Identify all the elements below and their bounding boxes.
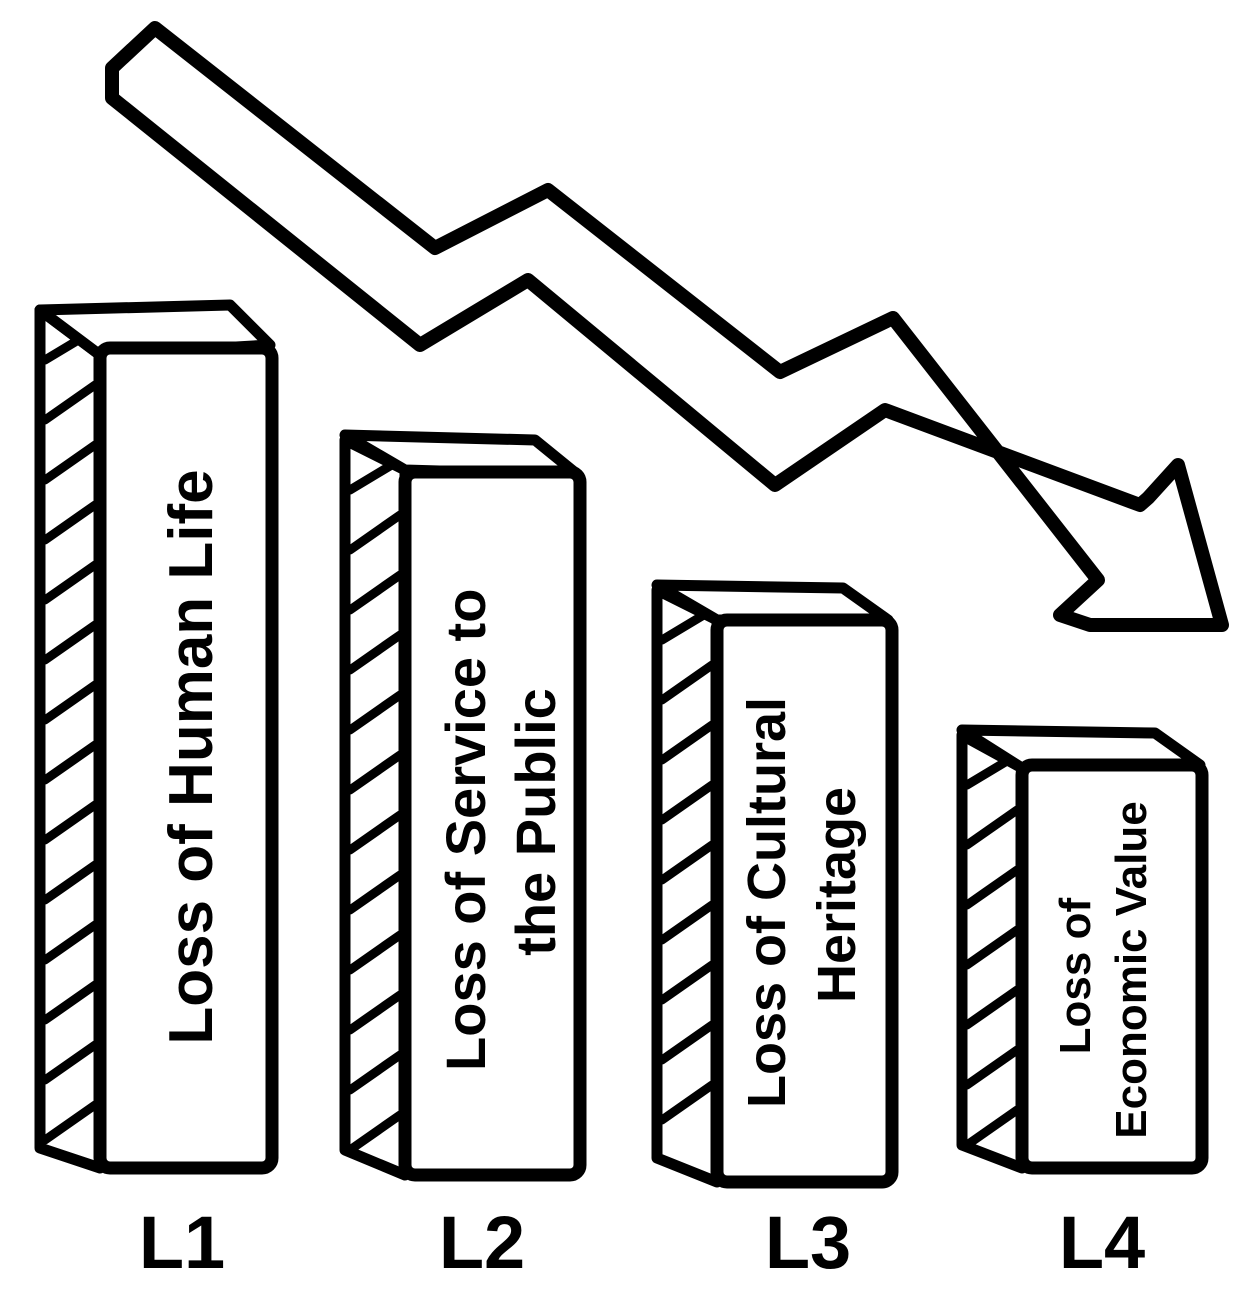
level-label: L1 — [139, 1201, 225, 1284]
level-label: L3 — [765, 1201, 851, 1284]
column-front — [710, 613, 899, 1189]
column-front — [93, 341, 279, 1175]
column-front — [1015, 758, 1209, 1175]
column-hatching — [962, 750, 1022, 1150]
column-l3: Loss of Cultural Heritage L3 — [651, 579, 899, 1284]
level-label: L4 — [1059, 1201, 1145, 1284]
column-side — [34, 304, 106, 1174]
column-label: Loss of Cultural Heritage — [737, 682, 867, 1108]
downward-trend-arrow — [105, 21, 1229, 632]
column-l1: Loss of Human Life L1 — [34, 299, 279, 1284]
column-l2: Loss of Service to the Public L2 — [339, 429, 587, 1284]
column-label: Loss of Service to the Public — [434, 573, 567, 1071]
column-hatching — [40, 325, 100, 1145]
column-label: Loss of Economic Value — [1051, 801, 1156, 1138]
column-label: Loss of Human Life — [157, 469, 226, 1044]
level-label: L2 — [439, 1201, 525, 1284]
column-l4: Loss of Economic Value L4 — [956, 724, 1209, 1284]
column-front — [398, 465, 587, 1182]
column-hatching — [657, 605, 717, 1125]
